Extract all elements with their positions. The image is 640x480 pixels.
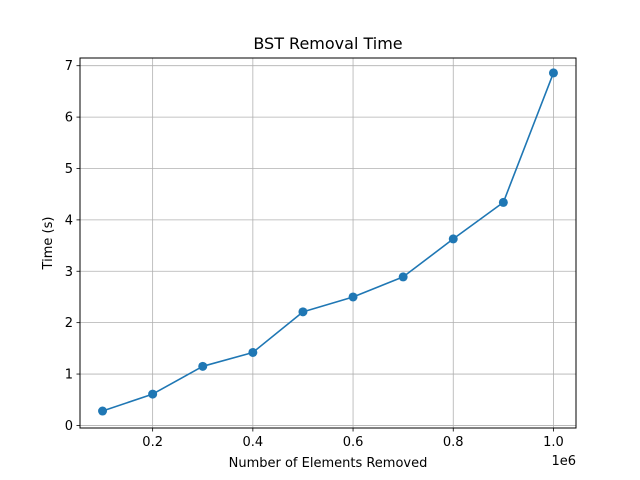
y-tick-label: 3 bbox=[65, 265, 73, 280]
data-point bbox=[98, 406, 108, 416]
series-line bbox=[102, 72, 555, 412]
data-point bbox=[298, 307, 308, 317]
data-point bbox=[198, 361, 208, 371]
y-tick-label: 1 bbox=[65, 368, 73, 383]
y-tick-label: 6 bbox=[65, 111, 73, 126]
data-point bbox=[548, 68, 558, 78]
data-point bbox=[448, 234, 458, 244]
x-tick-label: 0.2 bbox=[142, 435, 163, 450]
x-axis-offset-label: 1e6 bbox=[551, 454, 576, 469]
y-tick-label: 0 bbox=[65, 419, 73, 434]
data-point bbox=[348, 292, 358, 302]
data-point bbox=[248, 347, 258, 357]
plot-frame bbox=[79, 57, 577, 429]
x-tick-label: 0.4 bbox=[243, 435, 264, 450]
axis-ticks: 0.2 0.4 0.6 0.8 1.0 0 1 2 3 4 5 6 7 bbox=[65, 59, 564, 450]
y-tick-label: 2 bbox=[65, 316, 73, 331]
chart-title: BST Removal Time bbox=[253, 34, 402, 53]
x-tick-label: 0.6 bbox=[343, 435, 364, 450]
y-tick-label: 7 bbox=[65, 59, 73, 74]
x-axis-label: Number of Elements Removed bbox=[229, 456, 428, 471]
x-tick-label: 0.8 bbox=[443, 435, 464, 450]
x-tick-label: 1.0 bbox=[543, 435, 564, 450]
data-point bbox=[398, 272, 408, 282]
data-series bbox=[98, 68, 558, 416]
grid-lines bbox=[80, 58, 576, 428]
y-tick-label: 5 bbox=[65, 162, 73, 177]
data-point bbox=[498, 197, 508, 207]
y-tick-label: 4 bbox=[65, 213, 73, 228]
data-point bbox=[148, 389, 158, 399]
y-axis-label: Time (s) bbox=[41, 217, 56, 271]
